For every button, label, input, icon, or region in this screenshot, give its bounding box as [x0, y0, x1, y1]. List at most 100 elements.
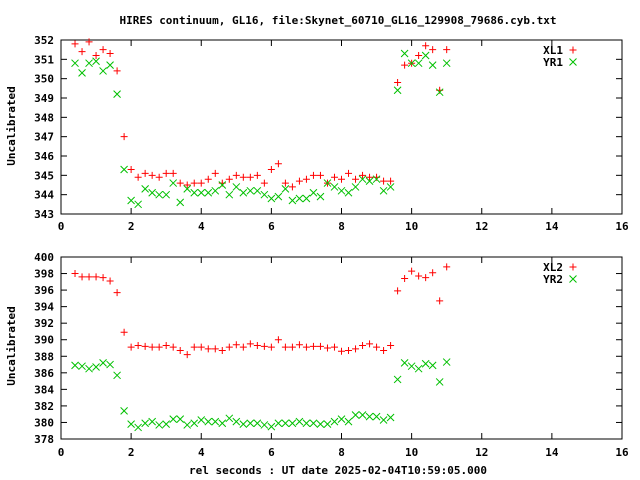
- data-point-xl2: [169, 343, 177, 351]
- data-point-xl1: [85, 38, 93, 46]
- data-point-yr1: [141, 185, 150, 193]
- data-point-yr1: [162, 190, 171, 199]
- data-point-xl2: [155, 343, 163, 351]
- data-point-yr2: [428, 361, 437, 370]
- data-point-yr1: [281, 185, 290, 193]
- x-tick-label: 4: [198, 446, 205, 459]
- data-point-yr1: [414, 59, 423, 68]
- data-point-yr2: [386, 413, 395, 422]
- data-point-yr1: [274, 192, 283, 201]
- data-point-xl2: [211, 345, 219, 353]
- data-point-yr1: [330, 183, 339, 191]
- data-point-xl2: [352, 345, 360, 353]
- data-point-yr2: [337, 415, 346, 423]
- x-tick-label: 2: [128, 446, 135, 459]
- data-point-xl2: [197, 343, 205, 351]
- data-point-yr2: [183, 421, 192, 429]
- y-tick-label: 347: [34, 131, 54, 144]
- data-point-xl2: [443, 263, 451, 271]
- x-tick-label: 12: [475, 446, 488, 459]
- data-point-xl1: [260, 179, 268, 187]
- data-point-yr1: [323, 179, 332, 187]
- data-point-xl1: [422, 42, 430, 50]
- x-tick-label: 10: [405, 446, 418, 459]
- data-point-yr2: [218, 419, 227, 428]
- data-point-xl2: [85, 273, 93, 281]
- data-point-xl2: [232, 341, 240, 349]
- y-tick-label: 400: [34, 251, 54, 264]
- data-point-yr1: [218, 181, 227, 189]
- data-point-xl1: [225, 175, 233, 183]
- data-point-xl1: [443, 46, 451, 54]
- data-point-xl2: [394, 287, 402, 295]
- data-point-xl1: [380, 177, 388, 185]
- data-point-xl1: [352, 175, 360, 183]
- data-point-yr1: [246, 186, 255, 195]
- data-point-xl2: [127, 343, 135, 351]
- data-point-yr2: [78, 362, 86, 371]
- data-point-xl1: [330, 173, 338, 181]
- data-point-yr1: [225, 190, 234, 199]
- data-point-yr1: [106, 61, 114, 69]
- data-point-yr2: [288, 419, 297, 428]
- data-point-yr2: [435, 378, 444, 386]
- data-point-xl2: [323, 344, 331, 352]
- data-point-xl2: [113, 289, 121, 297]
- data-point-xl2: [106, 277, 114, 285]
- data-point-xl2: [78, 273, 86, 281]
- data-point-yr1: [351, 183, 360, 191]
- legend-marker: [569, 58, 577, 66]
- data-point-xl2: [190, 343, 198, 351]
- data-point-xl2: [373, 343, 381, 351]
- data-point-yr1: [365, 177, 374, 185]
- legend-label: XL1: [543, 44, 563, 57]
- data-point-yr2: [169, 415, 178, 423]
- data-point-xl2: [380, 346, 388, 354]
- data-point-yr2: [239, 420, 248, 428]
- data-point-yr2: [344, 417, 353, 426]
- data-point-xl2: [260, 342, 268, 350]
- data-point-yr1: [302, 194, 311, 203]
- plot-frame: [60, 39, 623, 215]
- data-point-yr1: [232, 183, 241, 191]
- data-point-xl1: [246, 173, 254, 181]
- data-point-yr2: [120, 407, 128, 415]
- data-point-xl1: [387, 177, 395, 185]
- data-point-xl1: [394, 79, 402, 87]
- data-point-yr1: [78, 69, 86, 77]
- data-point-yr1: [127, 196, 135, 205]
- data-point-xl1: [176, 179, 184, 187]
- x-tick-label: 10: [405, 220, 418, 233]
- data-point-yr1: [295, 194, 304, 203]
- data-point-yr2: [267, 422, 276, 431]
- data-point-yr1: [260, 190, 269, 199]
- data-point-yr2: [274, 419, 283, 428]
- data-point-xl1: [274, 160, 282, 168]
- y-tick-label: 350: [34, 73, 54, 86]
- y-tick-label: 398: [34, 268, 54, 281]
- y-tick-label: 352: [34, 34, 54, 47]
- data-point-xl1: [239, 173, 247, 181]
- data-point-yr1: [267, 194, 276, 203]
- data-point-yr2: [155, 421, 164, 429]
- data-point-yr1: [253, 186, 262, 195]
- data-point-xl2: [359, 342, 367, 350]
- x-tick-label: 16: [615, 220, 629, 233]
- data-point-yr1: [197, 188, 206, 197]
- data-point-yr2: [316, 420, 325, 428]
- data-point-xl1: [78, 48, 86, 56]
- legend-label: XL2: [543, 261, 563, 274]
- data-point-xl1: [183, 181, 191, 189]
- data-point-yr1: [85, 59, 93, 68]
- data-point-xl1: [120, 133, 128, 141]
- data-point-yr2: [393, 375, 402, 384]
- data-point-yr1: [120, 165, 128, 174]
- data-point-xl2: [225, 343, 233, 351]
- y-tick-label: 384: [34, 383, 54, 396]
- data-point-xl2: [71, 270, 79, 278]
- data-point-xl2: [387, 342, 395, 350]
- data-point-xl2: [204, 345, 212, 353]
- data-point-yr1: [169, 179, 178, 187]
- x-tick-label: 0: [58, 446, 65, 459]
- data-point-xl2: [99, 274, 107, 282]
